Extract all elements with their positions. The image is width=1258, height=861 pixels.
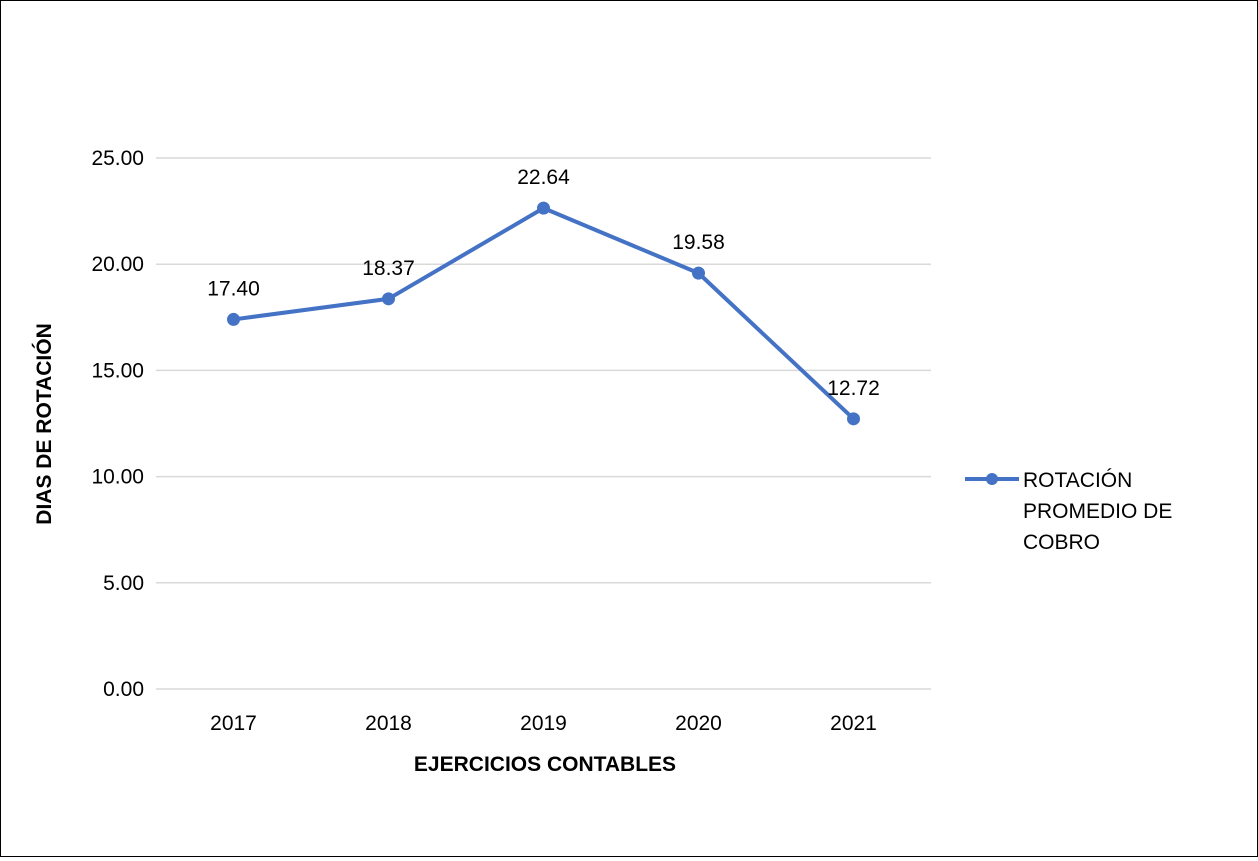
y-tick-label: 10.00 <box>91 466 144 489</box>
series-line <box>231 206 856 421</box>
data-label: 12.72 <box>827 377 880 400</box>
data-point <box>227 312 240 326</box>
y-tick-label: 0.00 <box>103 678 144 701</box>
x-tick-label: 2018 <box>365 712 412 735</box>
data-label: 17.40 <box>207 277 260 300</box>
y-tick-label: 15.00 <box>91 359 144 382</box>
data-point <box>537 201 550 215</box>
data-point <box>692 266 705 280</box>
data-label: 18.37 <box>362 257 415 280</box>
y-axis-title: DIAS DE ROTACIÓN <box>32 323 56 524</box>
x-axis-tick-labels: 2017 2018 2019 2020 2021 <box>210 712 877 735</box>
data-labels: 17.40 18.37 22.64 19.58 12.72 <box>207 166 880 400</box>
y-tick-label: 25.00 <box>91 147 144 170</box>
x-tick-label: 2020 <box>675 712 722 735</box>
legend-label-line-2: PROMEDIO DE <box>1023 500 1172 523</box>
data-point <box>847 412 860 426</box>
y-tick-label: 5.00 <box>103 572 144 595</box>
legend-label-line-3: COBRO <box>1023 531 1100 554</box>
legend: ROTACIÓN PROMEDIO DE COBRO <box>965 469 1172 554</box>
x-tick-label: 2017 <box>210 712 257 735</box>
y-axis-tick-labels: 0.00 5.00 10.00 15.00 20.00 25.00 <box>91 147 144 701</box>
gridlines <box>156 157 931 690</box>
data-label: 19.58 <box>672 231 725 254</box>
legend-point-marker <box>986 473 998 485</box>
legend-label-line-1: ROTACIÓN <box>1023 469 1132 492</box>
series-rotacion <box>227 201 860 426</box>
y-tick-label: 20.00 <box>91 253 144 276</box>
data-point <box>382 292 395 306</box>
x-tick-label: 2019 <box>520 712 567 735</box>
data-label: 22.64 <box>517 166 570 189</box>
x-axis-title: EJERCICIOS CONTABLES <box>414 753 676 776</box>
x-tick-label: 2021 <box>830 712 877 735</box>
